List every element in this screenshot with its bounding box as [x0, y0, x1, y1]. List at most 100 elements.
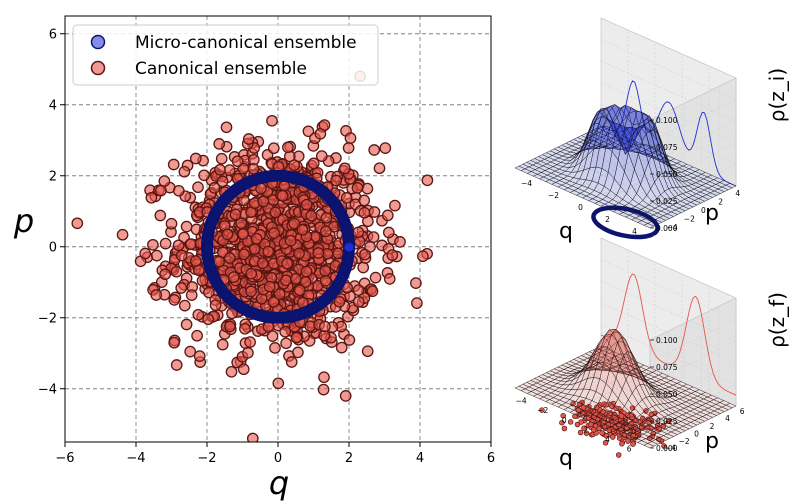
canonical-point	[193, 350, 206, 362]
canonical-point	[225, 365, 238, 378]
legend-label-canonical: Canonical ensemble	[135, 59, 307, 79]
y-tick-label: 6	[49, 27, 57, 42]
canonical-point	[247, 162, 260, 175]
pane-grid	[600, 302, 737, 364]
canonical-point	[245, 267, 258, 280]
canonical-point	[268, 227, 280, 239]
canonical-point	[191, 329, 203, 342]
y-tick-label-3d: 4	[735, 189, 740, 198]
y-axis-label: p	[13, 202, 34, 240]
surface-plot-final: 0.0000.0250.0500.0750.100−4−202466420−2−…	[514, 237, 789, 471]
y-tick-label: −2	[38, 311, 57, 326]
canonical-point	[267, 142, 280, 155]
canonical-point	[293, 284, 306, 297]
canonical-point	[319, 265, 332, 277]
floor-scatter-point	[561, 425, 568, 432]
canonical-point	[185, 289, 198, 301]
x-tick-label-3d: 2	[605, 215, 610, 224]
canonical-point	[340, 192, 353, 204]
y-tick-label-3d: 6	[740, 407, 745, 416]
floor-scatter-point	[580, 405, 587, 411]
canonical-point	[155, 184, 167, 197]
canonical-point	[315, 150, 328, 162]
canonical-point	[269, 342, 281, 354]
canonical-point	[239, 322, 251, 335]
canonical-point	[208, 182, 221, 194]
floor-scatter-point	[583, 430, 590, 436]
y-axis-label-3d: p	[705, 429, 719, 454]
canonical-point	[170, 359, 183, 371]
canonical-point	[282, 141, 294, 154]
x-tick-label: 0	[274, 451, 282, 466]
canonical-point	[335, 341, 348, 354]
x-tick-label: 6	[487, 451, 495, 466]
canonical-point	[364, 241, 376, 253]
canonical-point	[358, 206, 371, 219]
canonical-point	[368, 206, 381, 218]
y-tick-label: 2	[49, 169, 57, 184]
x-tick-label: 4	[416, 451, 424, 466]
x-tick-label-3d: 6	[627, 445, 632, 454]
canonical-point	[339, 390, 352, 402]
canonical-point	[383, 273, 396, 285]
pane-grid	[600, 82, 737, 144]
canonical-point	[367, 231, 380, 243]
micro-canonical-point	[343, 241, 355, 253]
z-axis-label-3d: ρ(z_i)	[765, 68, 789, 122]
canonical-point	[290, 272, 302, 285]
canonical-point	[242, 347, 254, 359]
canonical-point	[288, 159, 301, 172]
canonical-point	[357, 261, 370, 274]
canonical-point	[250, 232, 263, 245]
floor-scatter-point	[618, 413, 625, 419]
canonical-point	[318, 119, 331, 131]
y-tick-label: 0	[49, 240, 57, 255]
z-tick-label: 0.000	[656, 224, 678, 233]
canonical-point	[154, 209, 167, 222]
projection-curve	[600, 273, 737, 396]
floor-scatter-point	[615, 452, 622, 458]
canonical-point	[215, 152, 228, 165]
canonical-point	[216, 175, 229, 188]
canonical-point	[269, 206, 282, 219]
canonical-point	[237, 363, 250, 376]
canonical-point	[192, 308, 205, 321]
legend-marker-canonical	[90, 60, 106, 76]
canonical-point	[184, 345, 197, 358]
canonical-point	[317, 383, 330, 396]
canonical-point	[244, 336, 256, 348]
canonical-point	[178, 299, 191, 312]
y-tick-label-3d: −2	[684, 214, 695, 223]
canonical-point	[281, 257, 293, 270]
x-tick-label-3d: 0	[562, 416, 567, 425]
floor-scatter-point	[625, 438, 631, 444]
floor-scatter-point	[656, 426, 662, 433]
surface-patch	[643, 223, 655, 229]
x-tick-label-3d: 0	[578, 203, 583, 212]
canonical-point	[198, 169, 210, 182]
canonical-point	[369, 271, 382, 284]
canonical-point	[394, 236, 406, 248]
canonical-point	[159, 268, 172, 281]
floor-scatter-point	[630, 441, 636, 447]
y-tick-label: −4	[38, 382, 57, 397]
canonical-point	[421, 174, 434, 187]
canonical-point	[312, 247, 325, 259]
canonical-point	[290, 331, 303, 344]
floor-ring-projection	[591, 205, 660, 240]
axis-ticks: −6 −4 −2 0 2 4 6 −4 −2 0 2 4 6	[38, 27, 495, 466]
canonical-point	[318, 371, 330, 384]
canonical-point	[373, 162, 386, 175]
canonical-point	[276, 189, 289, 202]
canonical-point	[381, 209, 394, 222]
canonical-point	[257, 195, 270, 208]
canonical-point	[320, 211, 333, 224]
canonical-point	[139, 247, 152, 260]
canonical-point	[216, 338, 229, 351]
canonical-point	[180, 220, 193, 233]
y-tick-label-3d: −4	[667, 223, 678, 232]
floor-scatter-point	[590, 427, 597, 433]
canonical-point	[343, 334, 356, 346]
x-tick-label-3d: 4	[605, 435, 610, 444]
